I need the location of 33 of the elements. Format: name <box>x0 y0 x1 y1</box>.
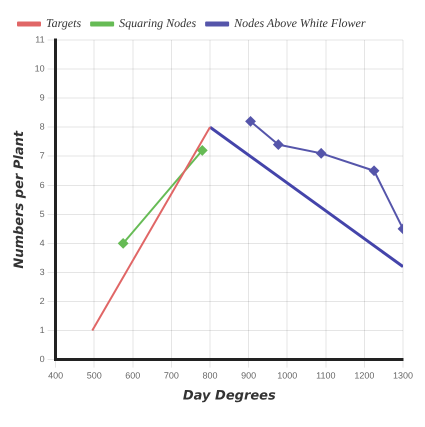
x-tick-label: 800 <box>202 370 218 380</box>
x-tick-label: 1100 <box>316 370 336 380</box>
legend-label: Squaring Nodes <box>119 16 196 30</box>
x-tick-label: 1000 <box>277 370 298 380</box>
x-tick-label: 500 <box>86 370 102 380</box>
y-tick-label: 4 <box>40 238 45 248</box>
legend-label: Nodes Above White Flower <box>233 16 366 30</box>
y-tick-label: 1 <box>40 325 45 336</box>
x-axis-title: Day Degrees <box>182 388 276 404</box>
x-tick-label: 900 <box>241 370 256 380</box>
y-tick-label: 9 <box>40 92 45 103</box>
y-tick-label: 5 <box>40 208 45 219</box>
point <box>118 238 128 248</box>
x-tick-label: 1200 <box>354 370 374 380</box>
x-tick-label: 600 <box>125 370 140 380</box>
point <box>273 140 284 150</box>
point <box>197 145 208 156</box>
y-tick-label: 7 <box>40 150 45 161</box>
point <box>246 116 256 126</box>
y-axis-title: Numbers per Plant <box>12 130 28 269</box>
point <box>369 166 380 176</box>
y-tick-label: 2 <box>40 296 45 306</box>
legend-label: Targets <box>46 16 82 30</box>
point <box>316 148 326 158</box>
y-tick-label: 11 <box>35 34 45 44</box>
x-tick-label: 1300 <box>392 370 414 380</box>
x-tick-label: 400 <box>48 370 64 380</box>
y-tick-label: 8 <box>40 122 45 132</box>
y-tick-label: 10 <box>34 64 45 74</box>
x-tick-label: 700 <box>164 370 179 380</box>
y-tick-label: 6 <box>40 180 45 190</box>
y-tick-label: 0 <box>40 354 45 364</box>
y-tick-label: 3 <box>40 266 45 277</box>
